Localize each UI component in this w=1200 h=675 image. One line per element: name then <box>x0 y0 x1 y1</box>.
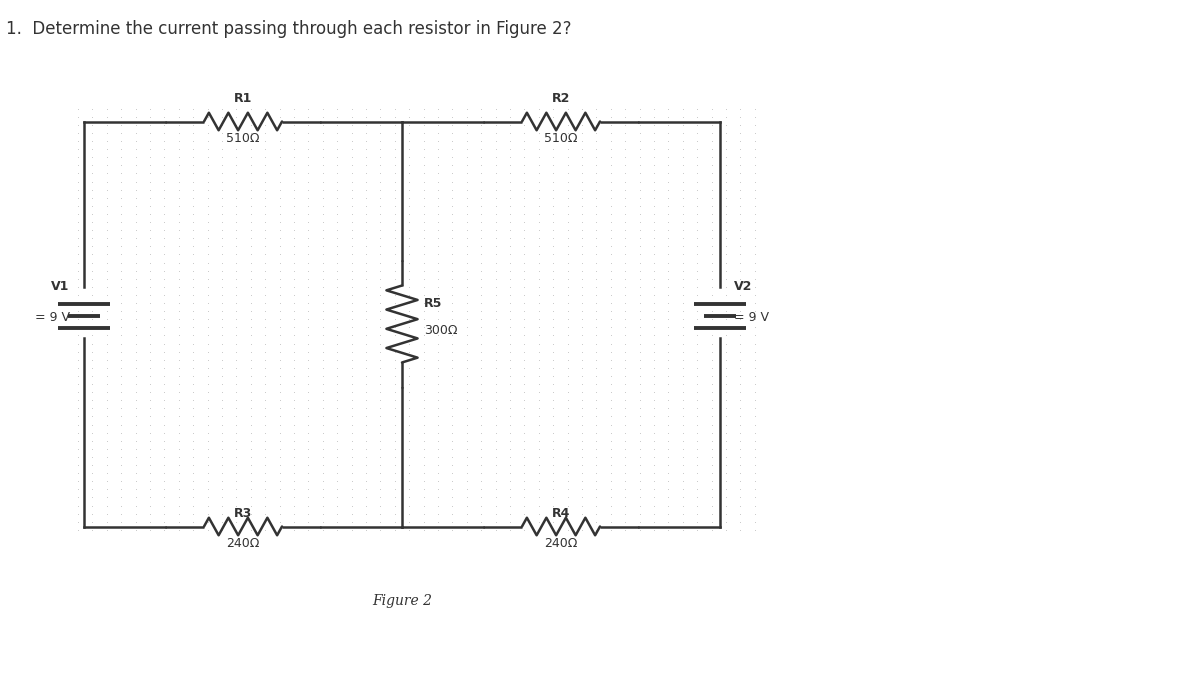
Text: V2: V2 <box>734 280 752 294</box>
Text: 240Ω: 240Ω <box>545 537 577 549</box>
Text: 510Ω: 510Ω <box>227 132 259 144</box>
Text: 1.  Determine the current passing through each resistor in Figure 2?: 1. Determine the current passing through… <box>6 20 571 38</box>
Text: = 9 V: = 9 V <box>35 310 70 324</box>
Text: 300Ω: 300Ω <box>424 324 457 338</box>
Text: 240Ω: 240Ω <box>227 537 259 549</box>
Text: R4: R4 <box>552 507 570 520</box>
Text: 510Ω: 510Ω <box>545 132 577 144</box>
Text: Figure 2: Figure 2 <box>372 594 432 608</box>
Text: R5: R5 <box>424 297 442 310</box>
Text: R3: R3 <box>234 507 252 520</box>
Text: R2: R2 <box>552 92 570 105</box>
Text: R1: R1 <box>234 92 252 105</box>
Text: V1: V1 <box>52 280 70 294</box>
Text: = 9 V: = 9 V <box>734 310 769 324</box>
